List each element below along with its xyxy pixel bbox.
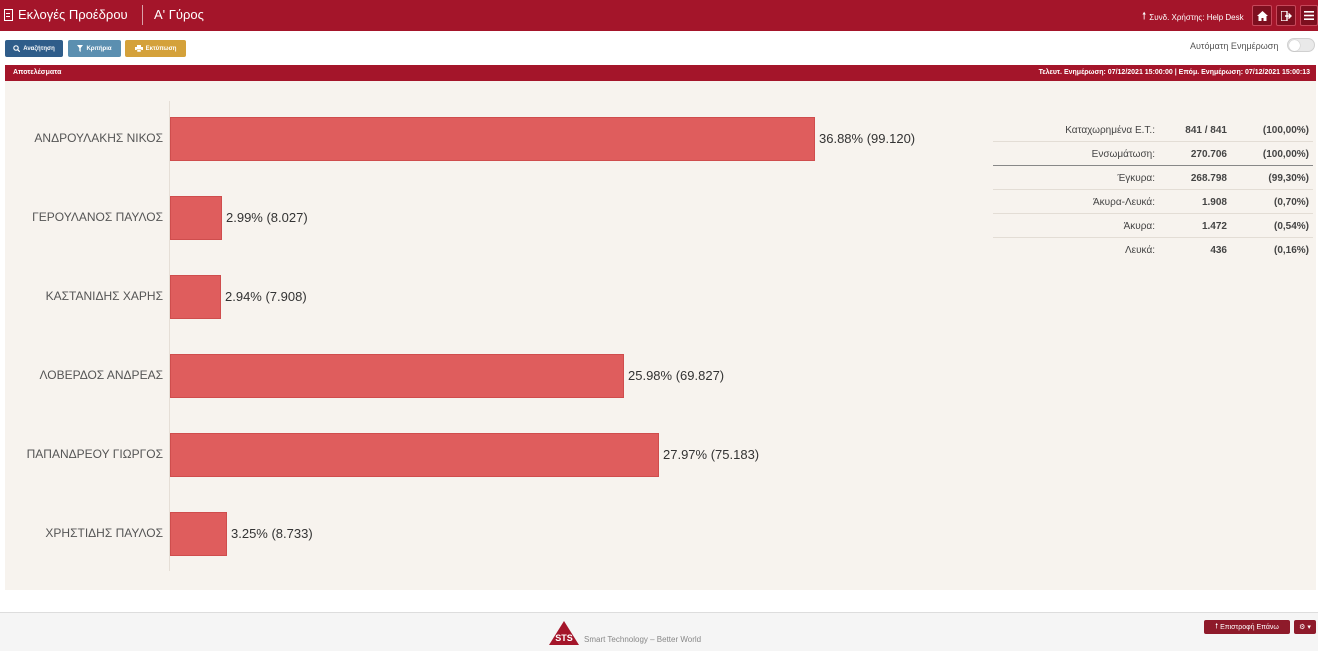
settings-dropdown-button[interactable]: ⚙ ▾ (1294, 620, 1316, 634)
bar-data-label: 25.98% (69.827) (628, 368, 725, 383)
stats-percent: (99,30%) (1268, 173, 1309, 184)
stats-label: Λευκά: (1124, 245, 1155, 256)
stats-label: Ενσωμάτωση: (1091, 149, 1155, 160)
stats-row: Άκυρα-Λευκά: 1.908 (0,70%) (993, 190, 1313, 214)
filter-icon (77, 45, 84, 52)
stats-value: 268.798 (1190, 173, 1227, 184)
candidate-label: ΚΑΣΤΑΝΙΔΗΣ ΧΑΡΗΣ (45, 289, 163, 303)
result-bar[interactable] (170, 354, 624, 398)
toolbar: Αναζήτηση Κριτήρια Εκτύπωση Αυτόματη Ενη… (0, 31, 1318, 63)
back-to-top-button[interactable]: 🠕 Επιστροφή Επάνω (1204, 620, 1290, 634)
home-icon (1256, 10, 1268, 21)
candidate-label: ΠΑΠΑΝΔΡΕΟΥ ΓΙΩΡΓΟΣ (26, 447, 163, 461)
home-button[interactable] (1252, 5, 1272, 26)
bar-data-label: 27.97% (75.183) (663, 447, 760, 462)
filter-button[interactable]: Κριτήρια (68, 40, 121, 57)
stats-row: Έγκυρα: 268.798 (99,30%) (993, 166, 1313, 190)
print-button-label: Εκτύπωση (145, 45, 177, 52)
arrow-up-icon: 🠕 (1142, 11, 1147, 22)
candidate-label: ΧΡΗΣΤΙΔΗΣ ΠΑΥΛΟΣ (45, 526, 163, 540)
user-label: Συνδ. Χρήστης: Help Desk (1149, 13, 1244, 22)
auto-update-label: Αυτόματη Ενημέρωση (1190, 41, 1279, 51)
stats-label: Έγκυρα: (1117, 173, 1155, 184)
back-to-top-label: Επιστροφή Επάνω (1220, 623, 1279, 631)
filter-button-label: Κριτήρια (86, 45, 112, 52)
stats-label: Άκυρα: (1123, 221, 1155, 232)
stats-row: Ενσωμάτωση: 270.706 (100,00%) (993, 142, 1313, 166)
header-divider (142, 5, 143, 25)
stats-label: Καταχωρημένα Ε.Τ.: (1065, 125, 1155, 136)
top-bar: Εκλογές Προέδρου Α' Γύρος 🠕 Συνδ. Χρήστη… (0, 0, 1318, 31)
search-button-label: Αναζήτηση (23, 45, 55, 52)
panel-title: Αποτελέσματα (13, 69, 62, 76)
auto-update-toggle[interactable] (1287, 38, 1315, 52)
round-label: Α' Γύρος (154, 7, 204, 22)
logout-button[interactable] (1276, 5, 1296, 26)
stats-table: Καταχωρημένα Ε.Τ.: 841 / 841 (100,00%) Ενσω… (993, 118, 1313, 262)
result-bar[interactable] (170, 512, 227, 556)
logout-icon (1280, 10, 1292, 21)
result-bar[interactable] (170, 117, 815, 161)
update-times: Τελευτ. Ενημέρωση: 07/12/2021 15:00:00 |… (1038, 69, 1310, 76)
stats-value: 1.472 (1201, 221, 1227, 232)
footer-tagline: Smart Technology – Better World (584, 635, 702, 644)
search-button[interactable]: Αναζήτηση (5, 40, 63, 57)
stats-percent: (100,00%) (1262, 149, 1309, 160)
result-bar[interactable] (170, 433, 659, 477)
menu-icon (1304, 11, 1314, 20)
results-bar-chart: ΑΝΔΡΟΥΛΑΚΗΣ ΝΙΚΟΣ 36.88% (99.120) ΓΕΡΟΥΛΑΝ… (5, 81, 965, 590)
stats-row: Καταχωρημένα Ε.Τ.: 841 / 841 (100,00%) (993, 118, 1313, 142)
stats-value: 270.706 (1190, 149, 1227, 160)
stats-percent: (0,16%) (1273, 245, 1309, 256)
svg-text:STS: STS (555, 633, 573, 643)
footer: STS Smart Technology – Better World 🠕 Επ… (0, 612, 1318, 651)
stats-value: 1.908 (1201, 197, 1227, 208)
stats-value: 436 (1210, 245, 1227, 256)
app-title: Εκλογές Προέδρου (18, 7, 128, 22)
document-icon (4, 8, 13, 21)
search-icon (13, 45, 21, 52)
candidate-label: ΛΟΒΕΡΔΟΣ ΑΝΔΡΕΑΣ (39, 368, 163, 382)
menu-button[interactable] (1300, 5, 1318, 26)
caret-down-icon: ▾ (1307, 624, 1311, 631)
chart-axis-line (169, 101, 170, 571)
result-bar[interactable] (170, 275, 221, 319)
stats-row: Λευκά: 436 (0,16%) (993, 238, 1313, 262)
result-bar[interactable] (170, 196, 222, 240)
bar-data-label: 36.88% (99.120) (819, 131, 916, 146)
arrow-up-icon: 🠕 (1215, 622, 1219, 630)
print-icon (134, 45, 143, 52)
stats-percent: (100,00%) (1262, 125, 1309, 136)
stats-label: Άκυρα-Λευκά: (1093, 197, 1155, 208)
app-brand[interactable]: Εκλογές Προέδρου (4, 7, 128, 22)
gear-icon: ⚙ (1299, 624, 1306, 631)
bar-data-label: 2.99% (8.027) (226, 210, 308, 225)
user-info: 🠕 Συνδ. Χρήστης: Help Desk (1142, 9, 1244, 26)
stats-value: 841 / 841 (1185, 125, 1227, 136)
candidate-label: ΑΝΔΡΟΥΛΑΚΗΣ ΝΙΚΟΣ (34, 131, 163, 145)
candidate-label: ΓΕΡΟΥΛΑΝΟΣ ΠΑΥΛΟΣ (32, 210, 163, 224)
stats-row: Άκυρα: 1.472 (0,54%) (993, 214, 1313, 238)
print-button[interactable]: Εκτύπωση (125, 40, 186, 57)
results-panel: ΑΝΔΡΟΥΛΑΚΗΣ ΝΙΚΟΣ 36.88% (99.120) ΓΕΡΟΥΛΑΝ… (5, 81, 1316, 590)
bar-data-label: 2.94% (7.908) (225, 289, 307, 304)
stats-percent: (0,70%) (1273, 197, 1309, 208)
sts-logo: STS (549, 621, 579, 645)
stats-percent: (0,54%) (1273, 221, 1309, 232)
bar-data-label: 3.25% (8.733) (231, 526, 313, 541)
results-panel-header: Αποτελέσματα Τελευτ. Ενημέρωση: 07/12/20… (5, 65, 1316, 81)
